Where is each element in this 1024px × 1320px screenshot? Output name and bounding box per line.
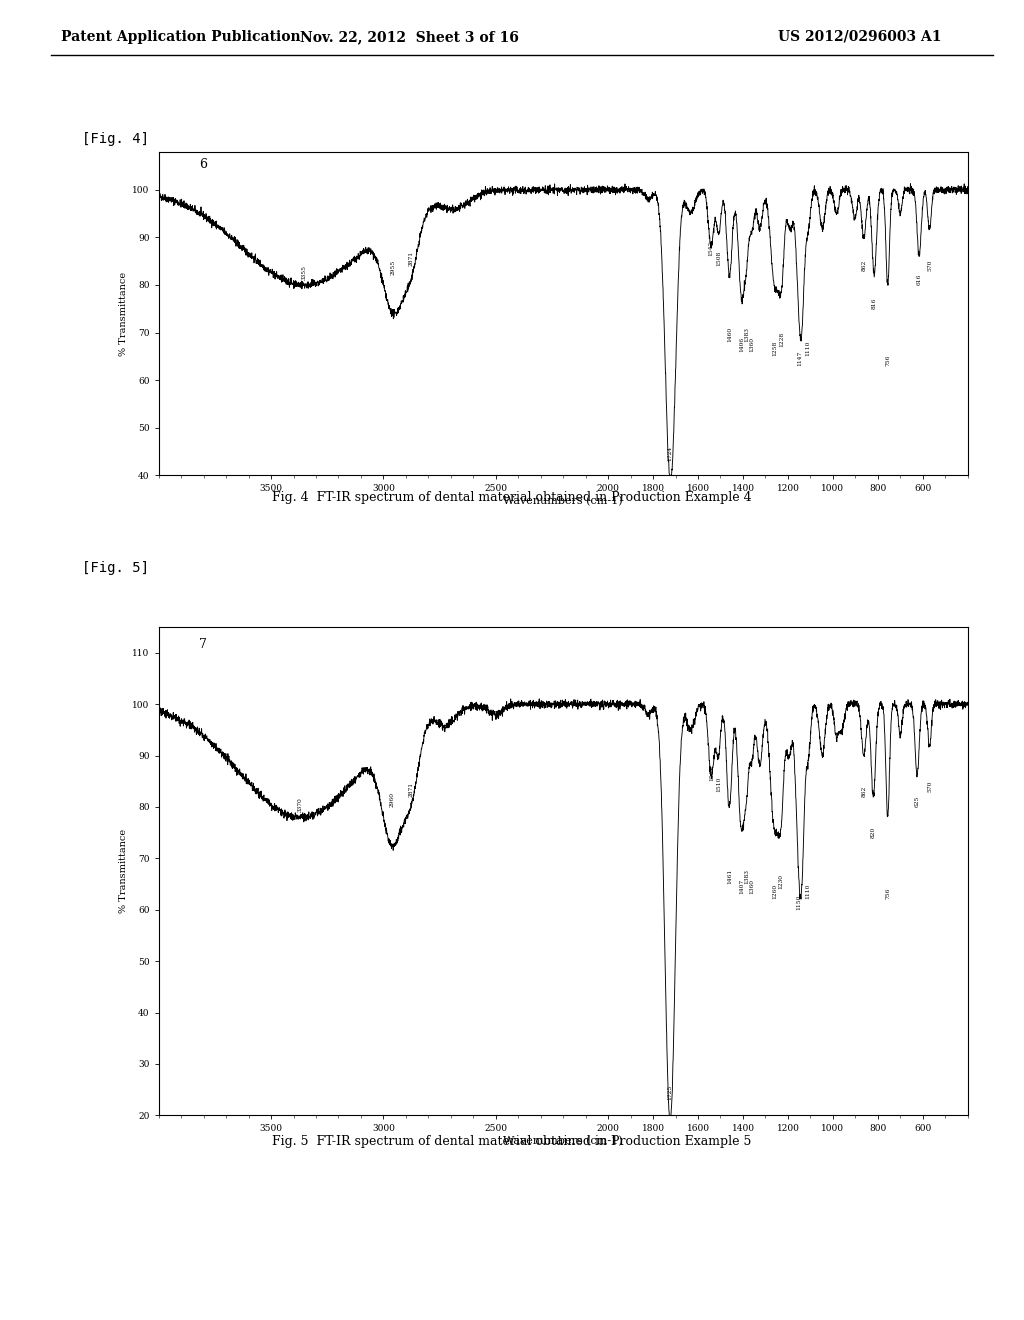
Text: Nov. 22, 2012  Sheet 3 of 16: Nov. 22, 2012 Sheet 3 of 16 bbox=[300, 30, 519, 44]
Text: 1360: 1360 bbox=[750, 879, 755, 895]
Text: 6: 6 bbox=[199, 158, 207, 172]
Text: 1508: 1508 bbox=[716, 251, 721, 265]
Text: 1460: 1460 bbox=[727, 327, 732, 342]
Text: 1406: 1406 bbox=[739, 337, 744, 351]
Text: Patent Application Publication: Patent Application Publication bbox=[61, 30, 301, 44]
Text: 1110: 1110 bbox=[806, 341, 811, 356]
Text: 1258: 1258 bbox=[772, 341, 777, 356]
Text: 1230: 1230 bbox=[778, 874, 783, 890]
Text: 1510: 1510 bbox=[716, 776, 721, 792]
Text: 2871: 2871 bbox=[409, 251, 414, 265]
Text: 2871: 2871 bbox=[409, 781, 414, 797]
Text: [Fig. 4]: [Fig. 4] bbox=[82, 132, 148, 147]
Y-axis label: % Transmittance: % Transmittance bbox=[119, 829, 128, 913]
Text: 3355: 3355 bbox=[301, 265, 306, 280]
Text: 1383: 1383 bbox=[744, 869, 750, 884]
Text: 1147: 1147 bbox=[798, 351, 803, 366]
Text: 1228: 1228 bbox=[779, 331, 784, 347]
Text: 1542: 1542 bbox=[709, 242, 714, 256]
Text: 1541: 1541 bbox=[709, 766, 714, 781]
Text: US 2012/0296003 A1: US 2012/0296003 A1 bbox=[778, 30, 942, 44]
Text: 862: 862 bbox=[861, 260, 866, 271]
Text: 1383: 1383 bbox=[744, 327, 750, 342]
Text: 1110: 1110 bbox=[806, 884, 811, 899]
Text: 1724: 1724 bbox=[668, 446, 673, 461]
X-axis label: Wavenumbers (cm-1): Wavenumbers (cm-1) bbox=[504, 496, 623, 507]
Text: 625: 625 bbox=[914, 796, 920, 807]
Text: 616: 616 bbox=[916, 273, 922, 285]
Text: 862: 862 bbox=[861, 785, 866, 797]
Text: 570: 570 bbox=[927, 780, 932, 792]
Text: [Fig. 5]: [Fig. 5] bbox=[82, 561, 148, 576]
Text: 7: 7 bbox=[199, 638, 207, 651]
Text: 3370: 3370 bbox=[298, 797, 303, 812]
Text: 816: 816 bbox=[871, 297, 877, 309]
Text: Fig. 4  FT-IR spectrum of dental material obtained in Production Example 4: Fig. 4 FT-IR spectrum of dental material… bbox=[272, 491, 752, 504]
Text: 2955: 2955 bbox=[391, 260, 396, 276]
Text: 1407: 1407 bbox=[739, 879, 743, 895]
Text: 1150: 1150 bbox=[797, 895, 802, 909]
Text: 1260: 1260 bbox=[772, 884, 777, 899]
Text: Fig. 5  FT-IR spectrum of dental material obtained in Production Example 5: Fig. 5 FT-IR spectrum of dental material… bbox=[272, 1135, 752, 1148]
Text: 570: 570 bbox=[927, 259, 932, 271]
Text: 1360: 1360 bbox=[750, 337, 755, 351]
Text: 756: 756 bbox=[885, 355, 890, 366]
Text: 820: 820 bbox=[870, 826, 876, 838]
Text: 1725: 1725 bbox=[668, 1085, 673, 1100]
Text: 1461: 1461 bbox=[727, 869, 732, 884]
Text: 2960: 2960 bbox=[390, 792, 395, 807]
Text: 756: 756 bbox=[885, 888, 890, 899]
Y-axis label: % Transmittance: % Transmittance bbox=[119, 272, 128, 355]
X-axis label: Wavenumbers (cm-1): Wavenumbers (cm-1) bbox=[504, 1137, 623, 1147]
